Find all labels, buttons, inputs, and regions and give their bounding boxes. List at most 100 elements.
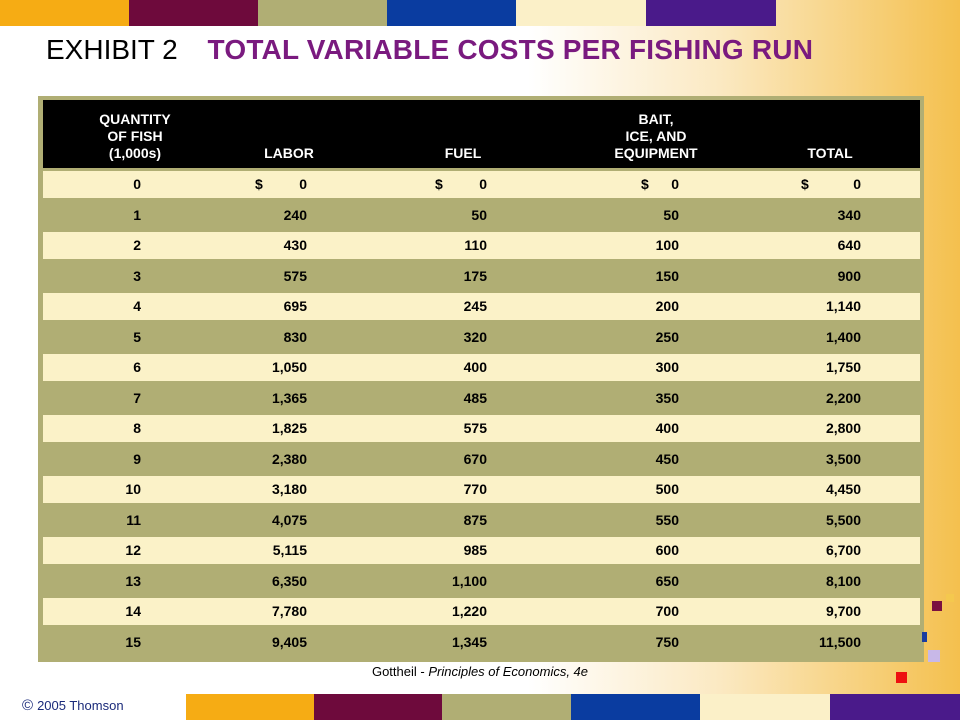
cell-total: 2,800: [825, 420, 861, 436]
bar-segment-orange: [0, 0, 129, 26]
cell-quantity: 12: [125, 542, 141, 558]
table-row: 5 830 320 250 1,400: [43, 323, 920, 351]
cell-fuel: 770: [463, 481, 487, 497]
cell-total: 1,750: [825, 359, 861, 375]
cell-bait: 400: [655, 420, 679, 436]
cell-labor: 1,050: [271, 359, 307, 375]
table-row: 4 695 245 200 1,140: [43, 293, 920, 320]
cell-quantity: 2: [133, 237, 141, 253]
cell-total: 640: [837, 237, 861, 253]
cell-quantity: 8: [133, 420, 141, 436]
table-row: 12 5,115 985 600 6,700: [43, 537, 920, 564]
table-row: 10 3,180 770 500 4,450: [43, 476, 920, 503]
cell-bait: 250: [655, 328, 679, 345]
cell-bait: 350: [655, 389, 679, 406]
header-bait: BAIT, ICE, AND EQUIPMENT: [614, 111, 698, 161]
table-body: 0 $0 $0 $0 $0 1 240 50 50 340 2 430 110 100 640 3 575 175…: [43, 171, 920, 656]
cell-bait: 700: [655, 603, 679, 619]
bar-segment-olive: [258, 0, 387, 26]
cell-fuel: 245: [463, 298, 487, 314]
cell-bait: 500: [655, 481, 679, 497]
bar-segment-maroon: [129, 0, 258, 26]
square-yellow: [946, 594, 954, 602]
cell-labor: 3,180: [271, 481, 307, 497]
cell-fuel: 1,100: [451, 572, 487, 589]
cell-fuel: 485: [463, 389, 487, 406]
bar-segment-blue: [387, 0, 516, 26]
table-row: 1 240 50 50 340: [43, 201, 920, 229]
cell-bait: 50: [663, 206, 679, 223]
cell-bait: 150: [655, 267, 679, 284]
cell-labor: 575: [283, 267, 307, 284]
cell-total: 8,100: [825, 572, 861, 589]
cell-fuel: 175: [463, 267, 487, 284]
cell-total: 3,500: [825, 450, 861, 467]
bar-segment-purple: [646, 0, 776, 26]
table-row: 15 9,405 1,345 750 11,500: [43, 628, 920, 656]
cell-labor: 2,380: [271, 450, 307, 467]
cell-labor: 0: [299, 176, 307, 192]
cell-total: 2,200: [825, 389, 861, 406]
table-row: 0 $0 $0 $0 $0: [43, 171, 920, 198]
cell-fuel: 575: [463, 420, 487, 436]
cell-labor: 830: [283, 328, 307, 345]
cell-bait: 550: [655, 511, 679, 528]
bar-segment-blue: [571, 694, 700, 720]
cell-fuel: 1,220: [451, 603, 487, 619]
exhibit-label: EXHIBIT 2: [46, 34, 178, 65]
cell-quantity: 3: [133, 267, 141, 284]
cell-labor: 695: [283, 298, 307, 314]
square-red: [896, 672, 907, 683]
cell-bait: 200: [655, 298, 679, 314]
cell-fuel: 985: [463, 542, 487, 558]
table-row: 8 1,825 575 400 2,800: [43, 415, 920, 442]
table-row: 3 575 175 150 900: [43, 262, 920, 290]
currency-symbol: $: [255, 176, 263, 192]
copyright: © 2005 Thomson: [22, 697, 124, 714]
bottom-color-bar: [186, 694, 960, 720]
table-header: QUANTITY OF FISH (1,000s) LABOR FUEL BAI…: [43, 100, 920, 168]
cell-quantity: 5: [133, 328, 141, 345]
cell-quantity: 10: [125, 481, 141, 497]
exhibit-title: TOTAL VARIABLE COSTS PER FISHING RUN: [207, 34, 814, 65]
table-row: 9 2,380 670 450 3,500: [43, 445, 920, 473]
header-total: TOTAL: [807, 145, 853, 161]
cell-total: 5,500: [825, 511, 861, 528]
page-title: EXHIBIT 2 TOTAL VARIABLE COSTS PER FISHI…: [46, 30, 813, 70]
book-title: Principles of Economics, 4e: [428, 664, 589, 679]
cell-fuel: 400: [463, 359, 487, 375]
table-row: 11 4,075 875 550 5,500: [43, 506, 920, 534]
table-row: 6 1,050 400 300 1,750: [43, 354, 920, 381]
cell-labor: 9,405: [271, 633, 307, 650]
cell-quantity: 15: [125, 633, 141, 650]
cell-bait: 300: [655, 359, 679, 375]
cell-bait: 650: [655, 572, 679, 589]
table-row: 13 6,350 1,100 650 8,100: [43, 567, 920, 595]
cell-total: 900: [837, 267, 861, 284]
cell-quantity: 11: [126, 511, 141, 528]
cell-labor: 7,780: [271, 603, 307, 619]
cell-labor: 1,825: [271, 420, 307, 436]
table-row: 7 1,365 485 350 2,200: [43, 384, 920, 412]
cell-quantity: 1: [133, 206, 141, 223]
square-maroon: [932, 601, 942, 611]
cell-quantity: 0: [133, 176, 141, 192]
cell-total: 0: [853, 176, 861, 192]
cell-labor: 430: [283, 237, 307, 253]
bar-segment-cream: [700, 694, 830, 720]
cell-bait: 100: [655, 237, 679, 253]
cell-fuel: 50: [471, 206, 487, 223]
header-quantity: QUANTITY OF FISH (1,000s): [99, 111, 171, 161]
bar-segment-orange: [186, 694, 314, 720]
bar-segment-olive: [442, 694, 571, 720]
cell-fuel: 110: [464, 237, 487, 253]
cell-labor: 6,350: [271, 572, 307, 589]
bar-segment-cream: [516, 0, 646, 26]
cell-quantity: 6: [133, 359, 141, 375]
bar-segment-purple: [830, 694, 960, 720]
cell-quantity: 13: [125, 572, 141, 589]
cell-total: 1,140: [825, 298, 861, 314]
cell-fuel: 1,345: [451, 633, 487, 650]
bar-segment-maroon: [314, 694, 442, 720]
header-fuel: FUEL: [444, 145, 482, 161]
